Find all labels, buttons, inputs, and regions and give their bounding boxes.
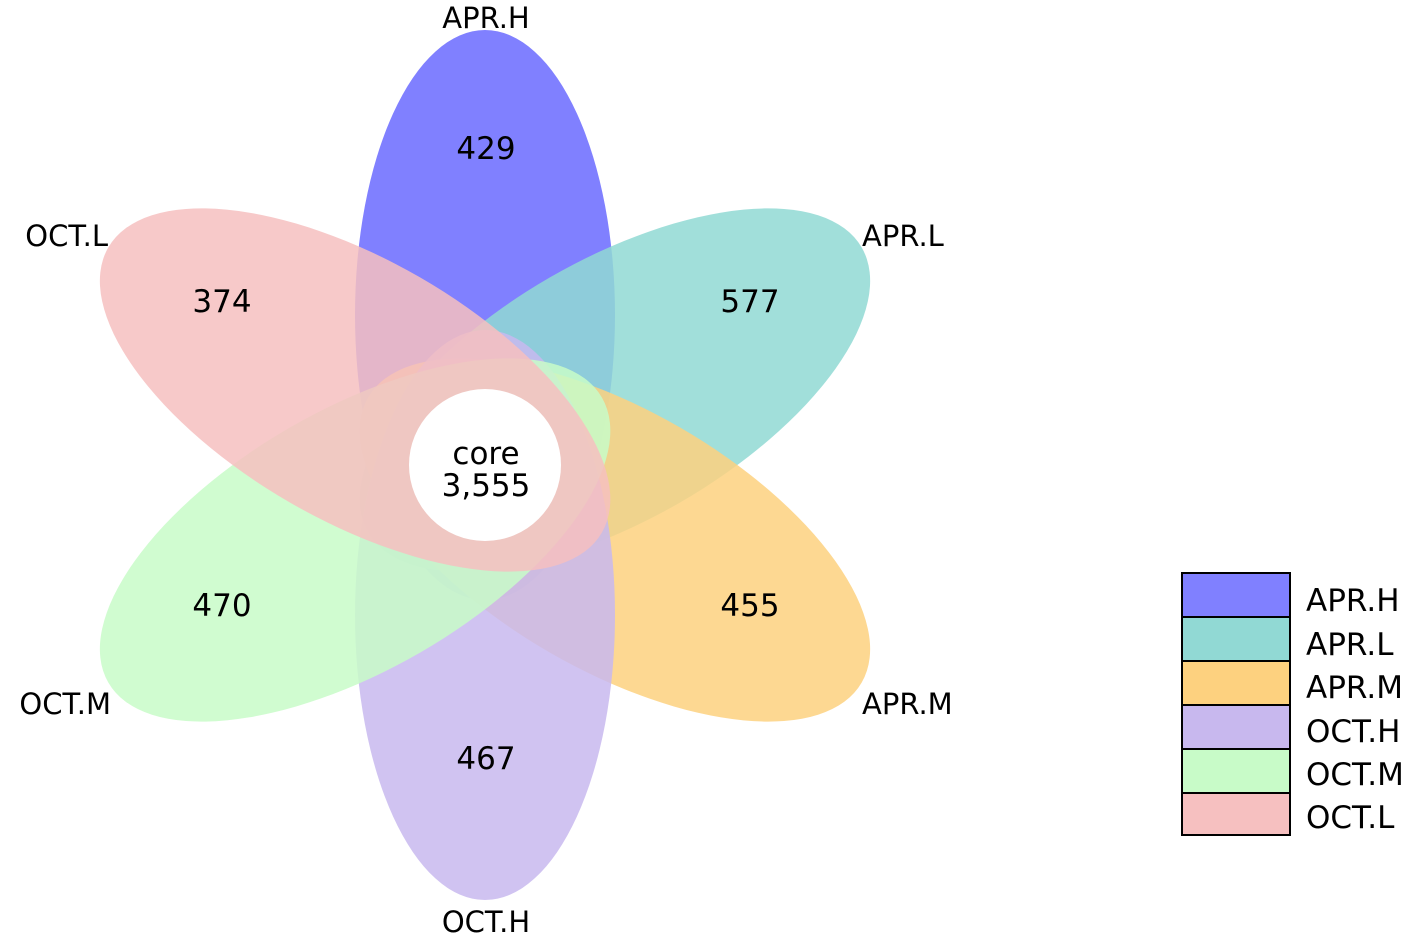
petal-values: 429 577 455 467 470 374 [192,131,779,777]
legend-swatch-apr-l [1181,616,1291,662]
petal-value-apr-m: 455 [720,588,779,624]
legend-swatch-oct-h [1181,704,1291,750]
petal-value-apr-l: 577 [720,284,779,320]
petal-labels: APR.H APR.L APR.M OCT.H OCT.M OCT.L [19,1,952,939]
petal-value-oct-m: 470 [192,588,251,624]
petal-label-apr-h: APR.H [442,1,529,35]
legend: APR.H APR.L APR.M OCT.H OCT.M OCT.L [1181,572,1404,836]
legend-swatch-oct-l [1181,792,1291,836]
petal-value-oct-l: 374 [192,284,251,320]
core-circle [409,389,561,541]
core-value: 3,555 [442,468,531,504]
petal-label-oct-h: OCT.H [442,905,530,939]
petal-label-oct-m: OCT.M [19,687,111,721]
legend-swatch-apr-m [1181,660,1291,706]
core-label: core [452,436,519,472]
legend-swatch-apr-h [1181,572,1291,618]
legend-label-oct-l: OCT.L [1306,800,1395,836]
petal-value-oct-h: 467 [456,741,515,777]
legend-label-oct-h: OCT.H [1306,714,1400,750]
legend-label-oct-m: OCT.M [1306,757,1404,793]
legend-label-apr-l: APR.L [1306,627,1394,663]
legend-label-apr-m: APR.M [1306,670,1403,706]
petal-value-apr-h: 429 [456,131,515,167]
petal-label-apr-l: APR.L [862,219,944,253]
petal-label-oct-l: OCT.L [25,219,108,253]
petal-label-apr-m: APR.M [862,687,953,721]
legend-label-apr-h: APR.H [1306,583,1400,619]
legend-swatch-oct-m [1181,748,1291,794]
